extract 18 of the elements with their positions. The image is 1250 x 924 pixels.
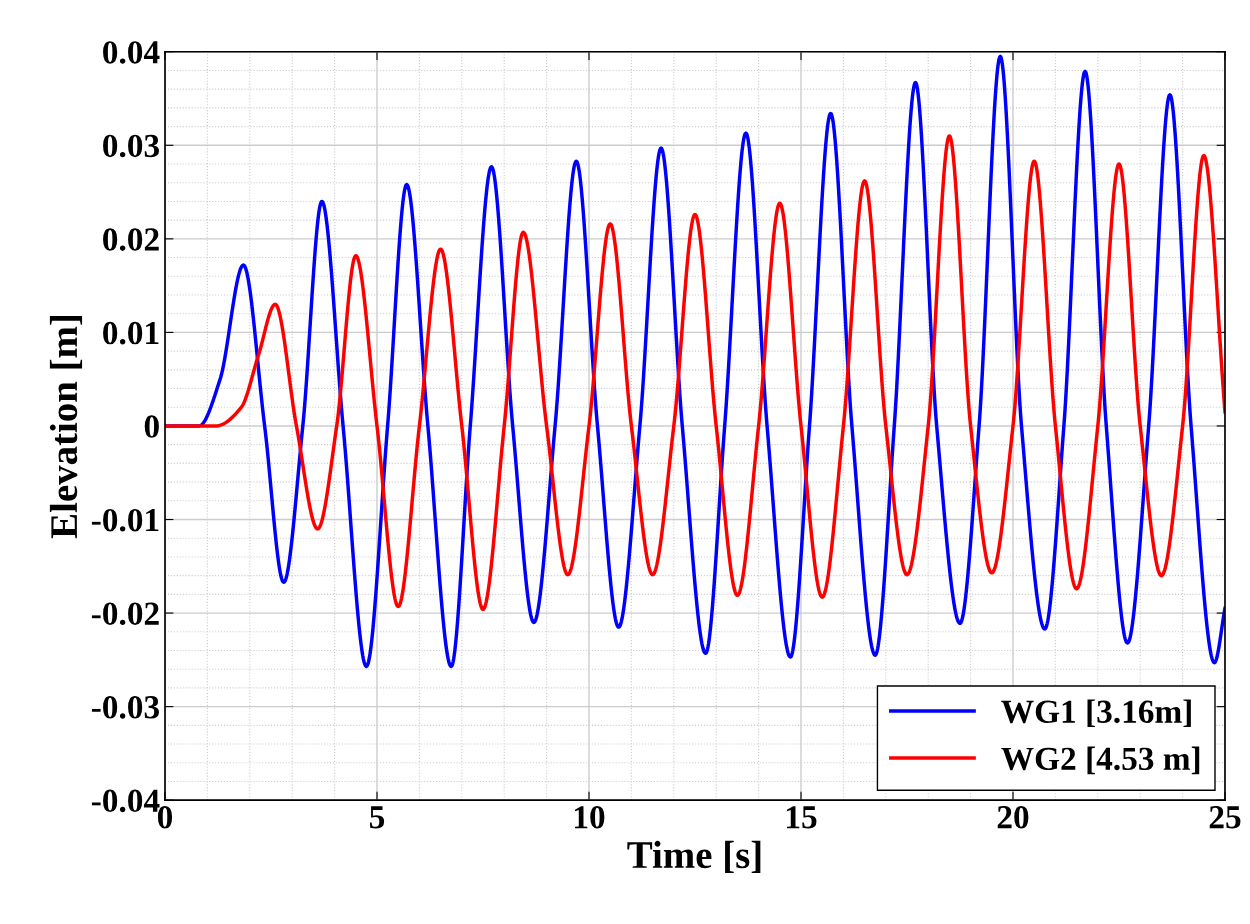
x-tick-label: 10	[575, 806, 605, 829]
y-tick-label: 0.01	[103, 321, 159, 345]
x-tick-label: 20	[997, 806, 1029, 829]
legend-label: WG1 [3.16m]	[1001, 699, 1191, 728]
y-tick-label: 0.02	[103, 228, 159, 251]
y-tick-label: -0.04	[91, 789, 160, 813]
y-axis-title: Elevation [m]	[49, 315, 83, 539]
y-tick-label: 0.03	[103, 134, 159, 158]
x-tick-label: 25	[1209, 806, 1241, 829]
y-tick-label: -0.02	[91, 602, 159, 626]
legend-label: WG2 [4.53 m]	[1001, 746, 1200, 775]
y-tick-label: 0.04	[103, 41, 160, 64]
y-tick-label: -0.01	[91, 508, 159, 532]
y-tick-label: 0	[144, 415, 159, 438]
y-tick-label: -0.03	[91, 696, 159, 719]
x-tick-label: 5	[370, 806, 385, 829]
x-axis-title: Time [s]	[627, 840, 761, 874]
x-tick-label: 15	[787, 806, 817, 829]
